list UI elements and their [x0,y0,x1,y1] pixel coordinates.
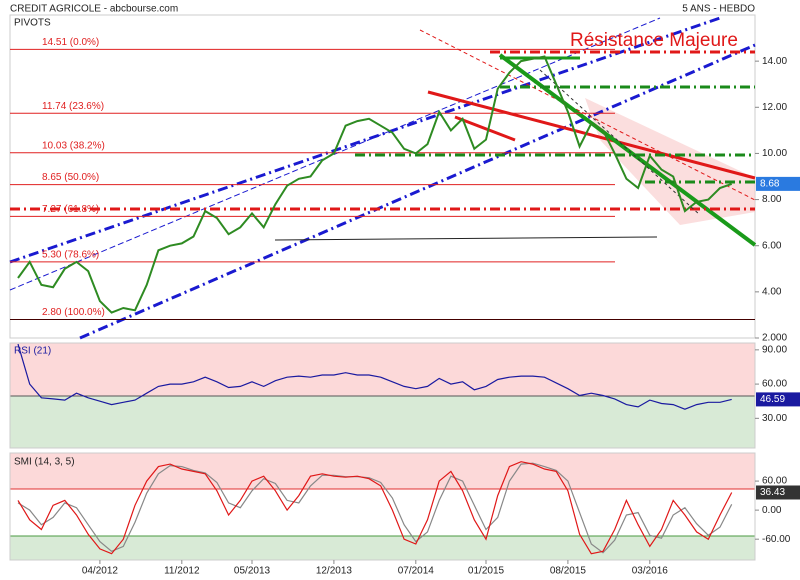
panel-title: RSI (21) [14,346,51,357]
x-tick-label: 11/2012 [164,566,200,577]
series-line [17,55,733,314]
y-tick-label: 14.00 [762,56,787,67]
last-value-label: 8.68 [760,179,780,190]
y-tick-label: 30.00 [762,413,787,424]
red-channel-lower [454,115,516,142]
series-line [17,462,733,554]
smi-upper-zone [10,453,755,489]
channel-fill [585,98,755,225]
x-tick-label: 04/2012 [82,566,119,577]
level-label: 14.51 (0.0%) [42,37,99,48]
channel-lower [79,43,756,340]
y-tick-label: 60.00 [762,476,787,487]
x-tick-label: 12/2013 [316,566,353,577]
channel-mid [9,17,661,291]
rsi-panel [9,342,756,449]
chart-title: CREDIT AGRICOLE - abcbourse.com [10,4,178,15]
price-panel [9,14,756,339]
level-label: 5.30 (78.6%) [42,250,99,261]
y-tick-label: 2.000 [762,333,787,344]
y-tick-label: 60.00 [762,379,787,390]
x-tick-label: 03/2016 [632,566,669,577]
annotation: PIVOTS [14,18,51,29]
last-value-box [756,392,800,407]
smi-lower-zone [10,536,755,560]
y-tick-label: 12.00 [762,102,787,113]
level-label: 10.03 (38.2%) [42,140,105,151]
x-tick-label: 05/2013 [234,566,271,577]
y-tick-label: -60.00 [762,534,791,545]
y-tick-label: 4.00 [762,286,782,297]
series-line [17,461,733,555]
level-label: 11.74 (23.6%) [42,101,104,112]
channel-upper [9,16,721,264]
series-line [17,343,732,410]
y-tick-label: 90.00 [762,344,787,355]
last-value-label: 36.43 [760,487,785,498]
x-tick-label: 01/2015 [468,566,505,577]
y-tick-label: 8.00 [762,194,782,205]
y-tick-label: 10.00 [762,148,787,159]
last-value-box [756,176,800,191]
chart-subtitle: 5 ANS - HEBDO [682,4,755,15]
support-line [274,236,658,241]
rsi-lower-zone [10,396,755,448]
smi-panel [9,452,756,561]
last-value-box [756,485,800,500]
y-tick-label: 6.00 [762,240,782,251]
level-label: 7.27 (61.8%) [42,204,99,215]
red-channel-upper [427,90,756,180]
level-label: 8.65 (50.0%) [42,172,99,183]
x-tick-label: 08/2015 [550,566,587,577]
rsi-upper-zone [10,343,755,396]
y-tick-label: 0.00 [762,505,782,516]
x-tick-label: 07/2014 [398,566,435,577]
level-label: 2.80 (100.0%) [42,307,105,318]
panel-title: SMI (14, 3, 5) [14,457,75,468]
annotation: Résistance Majeure [570,30,738,51]
last-value-label: 46.59 [760,394,785,405]
